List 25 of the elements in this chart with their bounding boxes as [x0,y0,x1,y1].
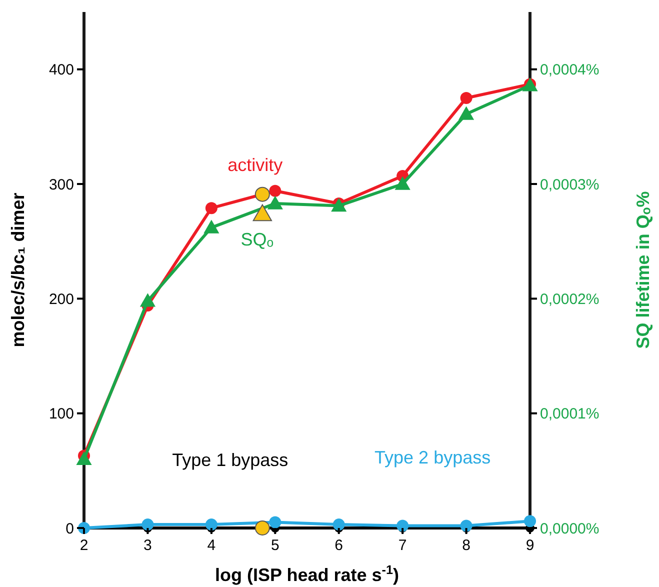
y-tick-label: 0 [66,520,74,538]
y2-tick-label: 0,0004% [540,62,600,79]
y-tick-label: 200 [48,290,74,308]
y-tick-label: 300 [48,176,74,194]
x-tick-label: 3 [144,537,152,554]
y2-axis-title: SQ lifetime in Qₒ% [633,191,653,349]
y-axis-title: molec/s/bc₁ dimer [8,192,28,348]
y-tick-label: 400 [48,62,74,79]
text: Type 1 bypass [172,450,288,470]
series-label: SQₒ [240,229,274,250]
x-tick-label: 4 [207,537,216,554]
x-tick-label: 2 [80,537,88,554]
y-tick-label: 100 [48,406,74,423]
x-tick-label: 5 [270,537,280,554]
x-tick-label: 6 [334,537,344,554]
text: Type 2 bypass [374,448,491,468]
x-axis-title: log (ISP head rate s$^{-1}$) [215,563,399,585]
x-tick-label: 7 [398,537,407,554]
y2-tick-label: 0,0001% [540,406,600,423]
y2-tick-label: 0,0000% [540,520,600,538]
y2-tick-label: 0,0002% [540,290,600,308]
series-label: activity [228,154,283,175]
y2-tick-label: 0,0003% [540,176,600,194]
x-tick-label: 9 [526,537,534,554]
x-tick-label: 8 [462,537,470,554]
